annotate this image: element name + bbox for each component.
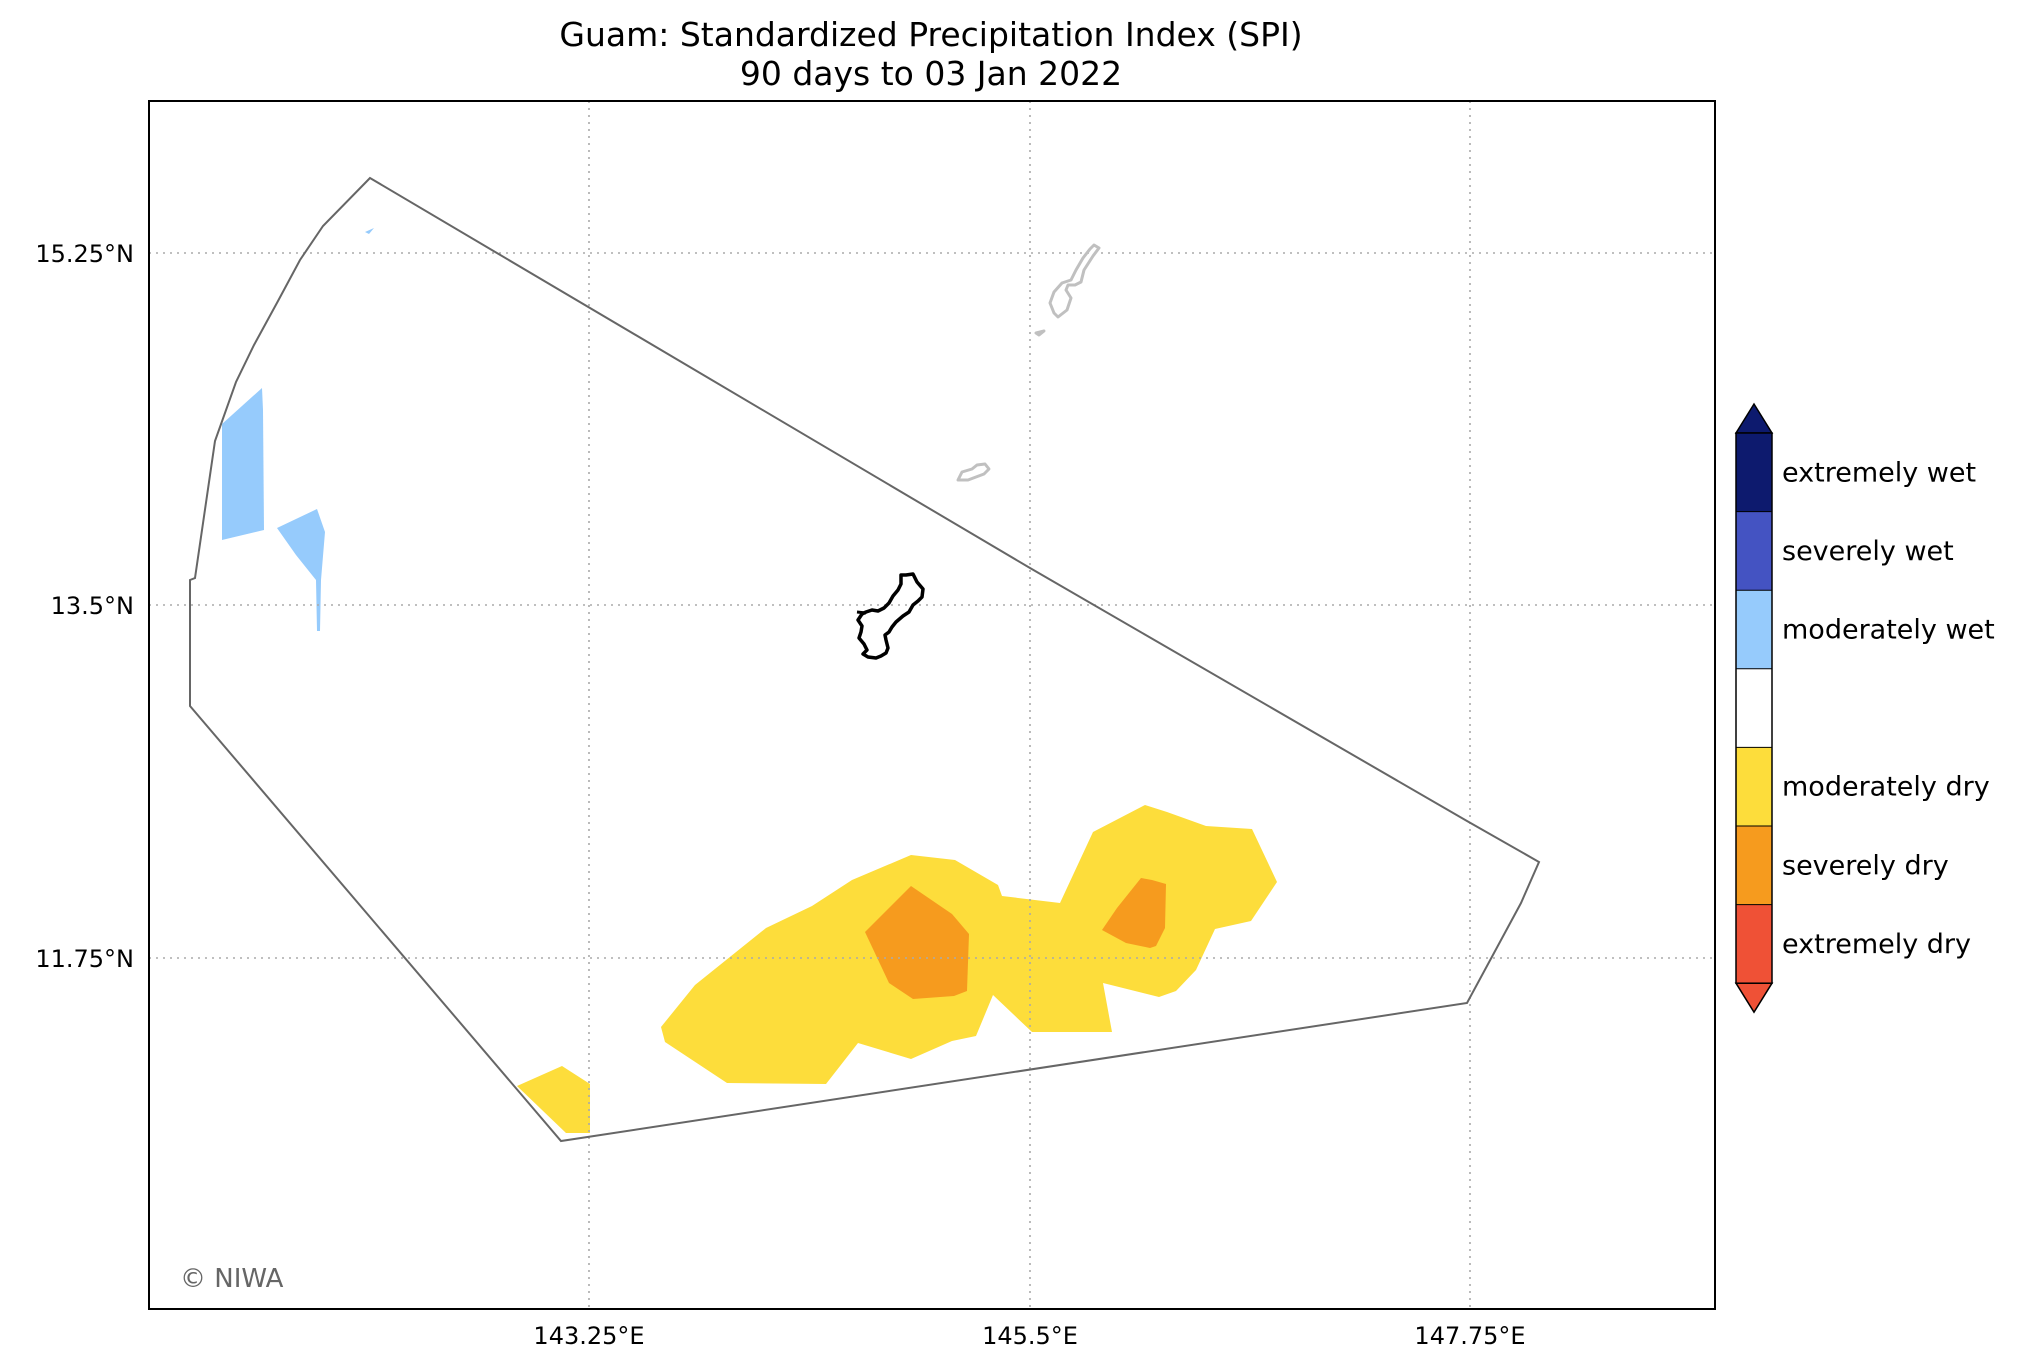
moderately-dry-area bbox=[661, 805, 1277, 1084]
colorbar-swatch bbox=[1736, 747, 1772, 826]
severely-dry-area bbox=[865, 886, 969, 999]
map-subtitle: 90 days to 03 Jan 2022 bbox=[740, 54, 1122, 93]
lon-tick-label: 145.5°E bbox=[982, 1322, 1078, 1350]
colorbar-swatch bbox=[1736, 590, 1772, 669]
spi-colorbar-legend: extremely wet severely wet moderately wet m… bbox=[1734, 402, 1995, 1014]
colorbar-swatch bbox=[1736, 826, 1772, 905]
colorbar-label: moderately wet bbox=[1782, 615, 1995, 646]
graticule bbox=[149, 101, 1715, 1309]
region-boundary bbox=[189, 176, 1541, 1143]
colorbar-label: severely dry bbox=[1782, 850, 1949, 881]
moderately-wet-area bbox=[222, 388, 264, 540]
colorbar-label: moderately dry bbox=[1782, 772, 1990, 803]
colorbar-swatch bbox=[1736, 511, 1772, 591]
colorbar-swatch bbox=[1736, 433, 1772, 512]
lon-tick-label: 143.25°E bbox=[533, 1322, 644, 1350]
lat-tick-label: 11.75°N bbox=[35, 945, 134, 973]
map-panel bbox=[149, 101, 1715, 1309]
mariana-islands bbox=[956, 243, 1101, 482]
colorbar-label: severely wet bbox=[1782, 536, 1954, 567]
moderately-dry-area bbox=[517, 1066, 590, 1133]
severely-dry-area bbox=[1102, 878, 1166, 948]
map-title: Guam: Standardized Precipitation Index (… bbox=[559, 15, 1302, 54]
colorbar-extend-dry bbox=[1734, 982, 1774, 1014]
spi-fill-layer bbox=[222, 228, 1277, 1133]
niwa-credit: © NIWA bbox=[180, 1264, 284, 1294]
island-outline bbox=[1034, 329, 1046, 337]
lon-tick-label: 147.75°E bbox=[1414, 1322, 1525, 1350]
moderately-wet-area bbox=[277, 509, 325, 631]
colorbar-label: extremely wet bbox=[1782, 457, 1976, 488]
longitude-labels: 143.25°E 145.5°E 147.75°E bbox=[533, 1322, 1525, 1350]
latitude-labels: 15.25°N 13.5°N 11.75°N bbox=[35, 240, 134, 973]
guam-island-outline bbox=[856, 572, 925, 660]
colorbar-border bbox=[1735, 432, 1773, 984]
map-frame bbox=[148, 100, 1716, 1310]
guam-outline-detail bbox=[856, 610, 867, 615]
island-outline bbox=[1048, 243, 1101, 319]
lat-tick-label: 15.25°N bbox=[35, 240, 134, 268]
colorbar-swatch bbox=[1736, 904, 1772, 984]
island-outline bbox=[956, 462, 991, 482]
colorbar-swatch bbox=[1736, 668, 1772, 748]
lat-tick-label: 13.5°N bbox=[51, 592, 134, 620]
moderately-wet-area bbox=[365, 228, 374, 234]
colorbar-label: extremely dry bbox=[1782, 929, 1971, 960]
colorbar-extend-wet bbox=[1734, 402, 1774, 434]
